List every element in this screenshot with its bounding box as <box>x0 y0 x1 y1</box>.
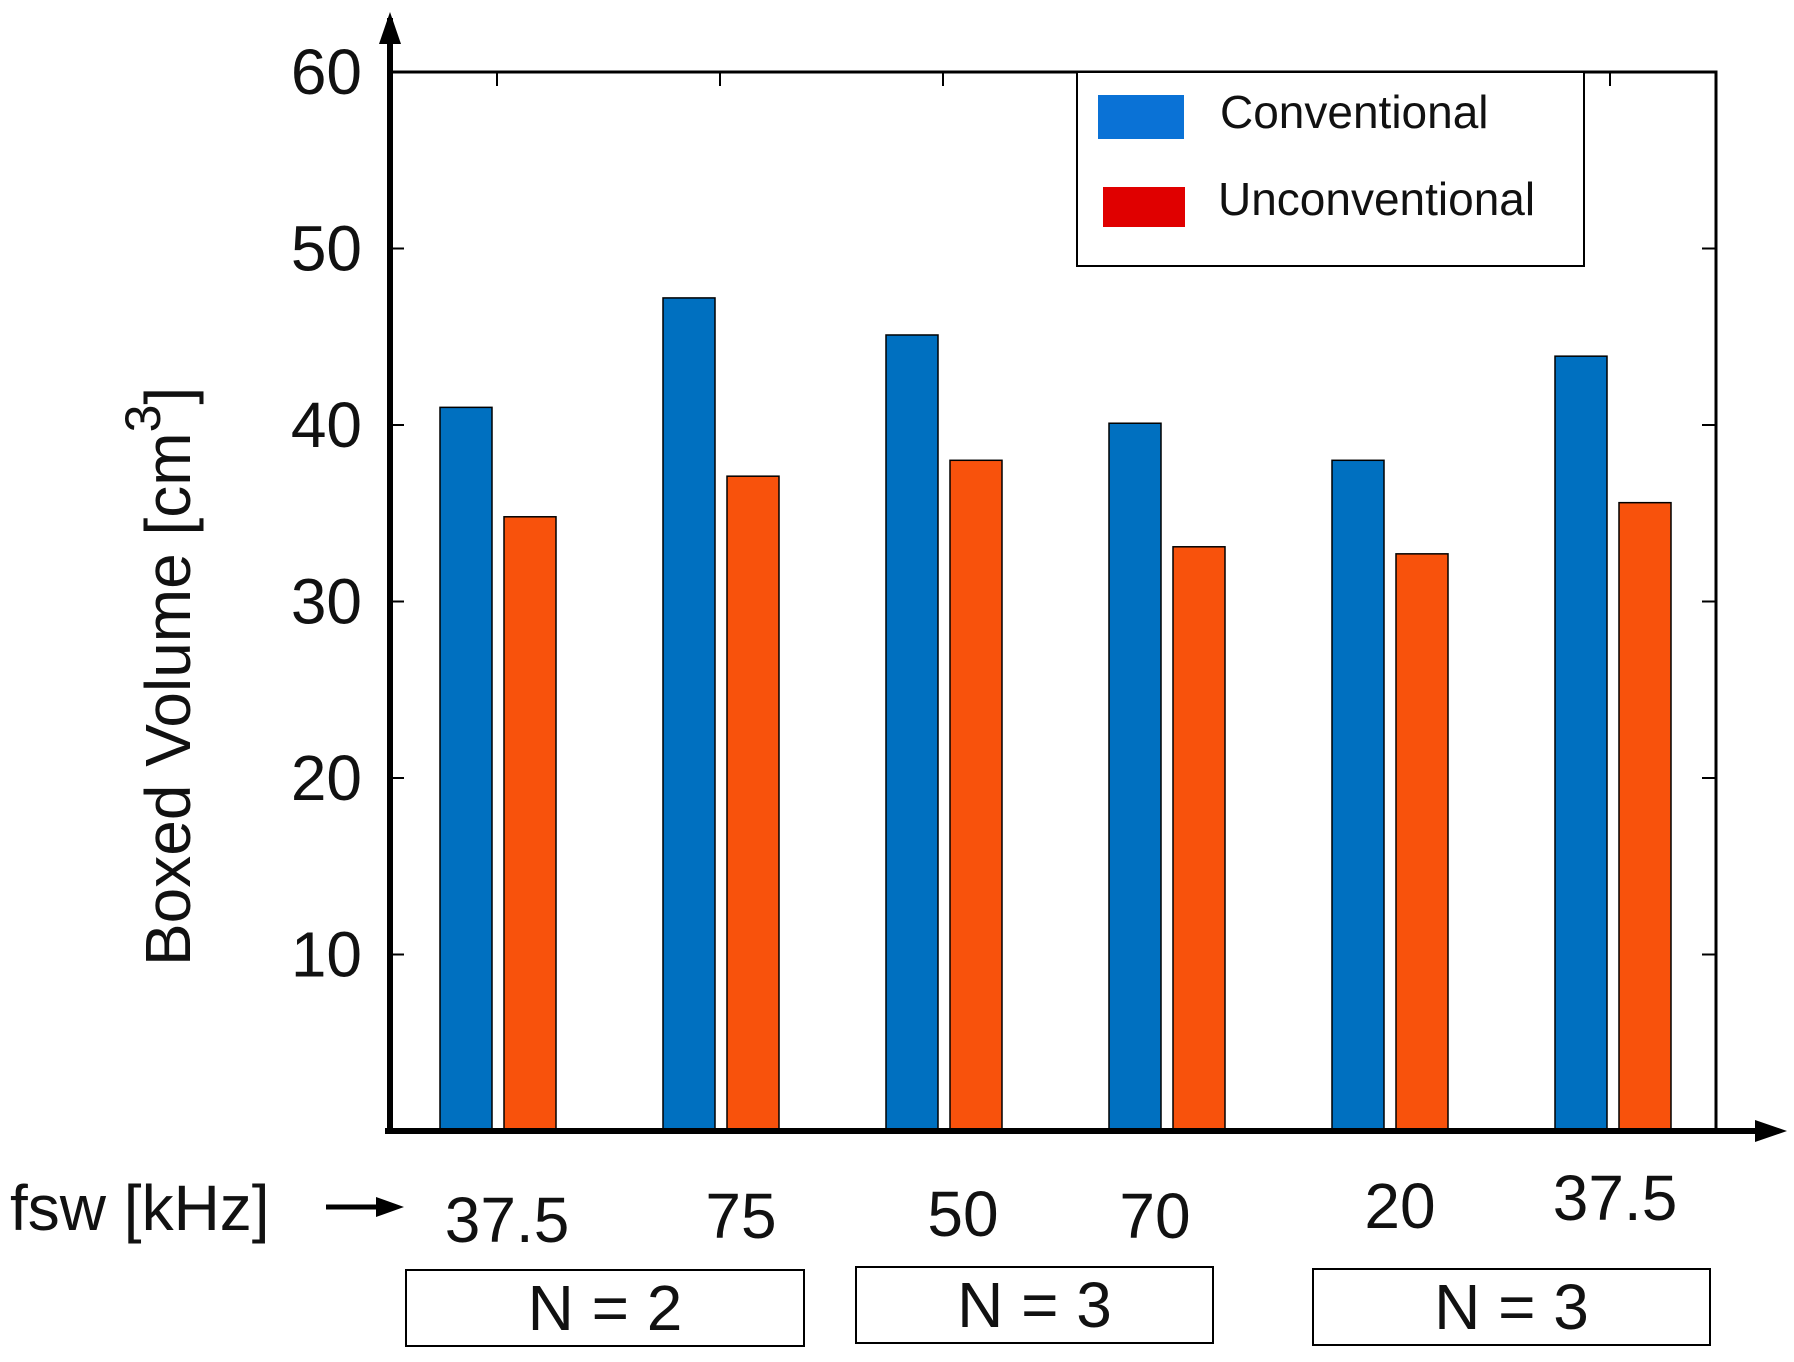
x-label-layer: 37.5 75 50 70 20 37.5 <box>445 1162 1678 1256</box>
y-tick-label: 20 <box>291 742 362 814</box>
x-axis-title-arrowhead <box>376 1197 404 1217</box>
bar-unconventional-0 <box>503 516 557 1132</box>
legend-label-conventional: Conventional <box>1220 86 1489 138</box>
x-tick-label: 37.5 <box>1553 1162 1678 1234</box>
y-axis-title: Boxed Volume [cm3] <box>115 387 204 966</box>
bar-conventional-2 <box>885 334 939 1132</box>
legend-swatch-unconventional <box>1103 187 1185 227</box>
group-label: N = 3 <box>957 1269 1112 1341</box>
bar-conventional-4 <box>1331 459 1385 1132</box>
bar-conventional-3 <box>1108 422 1162 1132</box>
y-tick-label: 40 <box>291 389 362 461</box>
y-axis-arrowhead <box>379 12 401 44</box>
y-tick-label: 50 <box>291 213 362 285</box>
y-label-layer: 10 20 30 40 50 60 <box>291 36 362 991</box>
y-tick-label: 10 <box>291 919 362 991</box>
x-tick-label: 37.5 <box>445 1184 570 1256</box>
y-tick-label: 30 <box>291 566 362 638</box>
y-axis-title-superscript: 3 <box>115 405 171 433</box>
group-label: N = 2 <box>528 1272 683 1344</box>
group-label: N = 3 <box>1434 1271 1589 1343</box>
bar-conventional-0 <box>439 406 493 1132</box>
y-axis-title-close: ] <box>132 387 204 405</box>
bar-conventional-5 <box>1554 355 1608 1132</box>
x-tick-label: 20 <box>1364 1170 1435 1242</box>
bar-unconventional-4 <box>1395 553 1449 1132</box>
group-boxes: N = 2 N = 3 N = 3 <box>405 1266 1711 1347</box>
x-tick-label: 70 <box>1119 1180 1190 1252</box>
group-box-1 <box>855 1266 1214 1344</box>
bars-layer <box>439 297 1672 1132</box>
legend-label-unconventional: Unconventional <box>1218 173 1535 225</box>
bar-unconventional-5 <box>1618 501 1672 1132</box>
y-tick-label: 60 <box>291 36 362 108</box>
group-box-2 <box>1312 1268 1711 1346</box>
group-box-0 <box>405 1269 805 1347</box>
bar-unconventional-1 <box>726 475 780 1132</box>
x-tick-label: 75 <box>705 1180 776 1252</box>
legend-swatch-conventional <box>1098 95 1184 139</box>
legend: Conventional Unconventional <box>1076 71 1585 267</box>
bar-unconventional-3 <box>1172 546 1226 1132</box>
bar-unconventional-2 <box>949 459 1003 1132</box>
x-axis-title: fsw [kHz] <box>10 1172 270 1244</box>
bar-conventional-1 <box>662 297 716 1132</box>
x-tick-label: 50 <box>927 1178 998 1250</box>
x-axis-arrowhead <box>1755 1120 1787 1142</box>
